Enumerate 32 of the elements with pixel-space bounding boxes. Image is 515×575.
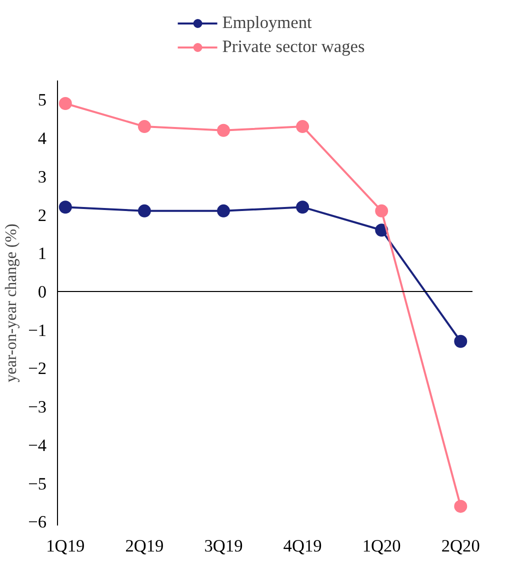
point (296, 120, 310, 134)
y-tick-label: −3 (28, 398, 46, 417)
y-tick-label: −2 (28, 359, 46, 378)
x-tick-label: 2Q19 (125, 536, 164, 556)
x-tick-label: 2Q20 (441, 536, 480, 556)
y-tick-label: 4 (38, 129, 47, 148)
point (217, 204, 230, 218)
y-tick-label: 0 (38, 282, 47, 302)
legend-label: Private sector wages (222, 37, 365, 57)
x-tick-label: 1Q20 (362, 536, 401, 556)
x-tick-label: 3Q19 (204, 536, 243, 556)
point (58, 200, 72, 214)
point (58, 97, 72, 110)
point (296, 200, 310, 214)
x-tick-label: 4Q19 (283, 536, 322, 556)
point (454, 500, 468, 513)
y-tick-label: −6 (28, 512, 47, 532)
point (375, 204, 388, 218)
point (217, 124, 230, 137)
y-tick-label: 5 (38, 90, 47, 110)
y-axis-title: year-on-year change (%) (3, 224, 20, 382)
y-tick-label: −1 (28, 320, 46, 340)
y-tick-label: 1 (38, 244, 47, 264)
x-tick-label: 1Q19 (46, 536, 85, 556)
point (454, 334, 468, 348)
legend-label: Employment (222, 13, 312, 33)
y-tick-label: −4 (28, 436, 47, 455)
y-tick-label: 3 (38, 167, 47, 186)
point (138, 204, 151, 218)
y-tick-label: 2 (38, 206, 47, 225)
point (138, 120, 151, 134)
y-tick-label: −5 (28, 474, 46, 494)
